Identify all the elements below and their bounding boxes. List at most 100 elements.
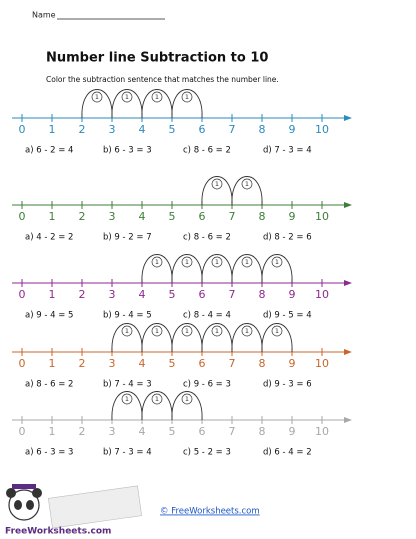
number-label: 10 [315,210,329,223]
hop-arc [81,89,113,119]
title: Number line Subtraction to 10 [46,51,268,66]
hop-circle [181,256,193,268]
number-label: 1 [49,357,56,370]
hop-circle [211,325,223,337]
number-label: 10 [315,425,329,438]
number-label: 6 [199,425,206,438]
number-label: 4 [139,123,146,136]
number-label: 8 [259,425,266,438]
number-label: 0 [19,123,26,136]
hop-label: 1 [185,395,189,403]
answer-option: b) 7 - 4 = 3 [103,380,152,390]
panda-eye [14,500,22,510]
hop-arc [141,89,173,119]
panda-eye [26,500,34,510]
number-label: 5 [169,123,176,136]
arrow-head [344,280,352,286]
hop-circle [241,325,253,337]
hop-arc [141,323,173,353]
number-label: 0 [19,357,26,370]
hop-label: 1 [185,327,189,335]
number-label: 3 [109,210,116,223]
hop-circle [121,325,133,337]
number-label: 10 [315,288,329,301]
logo-text: FreeWorksheets.com [5,527,111,537]
hop-circle [271,325,283,337]
answer-option: d) 6 - 4 = 2 [263,448,312,458]
number-label: 6 [199,357,206,370]
arrow-head [344,115,352,121]
hop-arc [261,254,293,284]
number-label: 8 [259,210,266,223]
number-label: 7 [229,210,236,223]
number-label: 8 [259,357,266,370]
number-label: 1 [49,123,56,136]
hop-arc [231,254,263,284]
logo-sheets [48,485,142,529]
number-label: 0 [19,425,26,438]
answer-option: a) 4 - 2 = 2 [25,233,73,243]
number-label: 3 [109,425,116,438]
answer-option: c) 8 - 6 = 2 [183,233,231,243]
hop-arc [111,89,143,119]
number-label: 3 [109,288,116,301]
answer-option: b) 7 - 3 = 4 [103,448,152,458]
number-label: 7 [229,425,236,438]
number-label: 5 [169,210,176,223]
hop-circle [121,393,133,405]
answer-option: c) 8 - 4 = 4 [183,311,231,321]
number-label: 1 [49,288,56,301]
hop-arc [111,391,143,421]
hop-arc [201,254,233,284]
hop-label: 1 [245,327,249,335]
answer-option: c) 9 - 6 = 3 [183,380,231,390]
hop-circle [271,256,283,268]
number-label: 4 [139,288,146,301]
hop-circle [181,91,193,103]
instruction: Color the subtraction sentence that matc… [46,75,279,84]
answer-option: a) 8 - 6 = 2 [25,380,73,390]
answer-option: a) 6 - 3 = 3 [25,448,73,458]
number-label: 9 [289,425,296,438]
answer-option: a) 9 - 4 = 5 [25,311,73,321]
answer-option: b) 9 - 2 = 7 [103,233,152,243]
hop-circle [241,178,253,190]
graduation-cap [12,484,36,489]
number-label: 3 [109,123,116,136]
number-label: 9 [289,357,296,370]
panda-ear [32,488,42,498]
panda-ear [6,488,16,498]
hop-label: 1 [125,93,129,101]
hop-label: 1 [275,258,279,266]
answer-option: d) 7 - 3 = 4 [263,146,312,156]
number-label: 2 [79,357,86,370]
number-label: 2 [79,425,86,438]
hop-label: 1 [215,180,219,188]
number-label: 0 [19,210,26,223]
hop-label: 1 [275,327,279,335]
hop-label: 1 [185,258,189,266]
arrow-head [344,202,352,208]
hop-label: 1 [155,258,159,266]
number-label: 7 [229,288,236,301]
copyright[interactable]: © FreeWorksheets.com [160,507,260,517]
number-label: 5 [169,425,176,438]
number-label: 4 [139,210,146,223]
hop-arc [171,323,203,353]
hop-arc [171,254,203,284]
answer-option: d) 9 - 3 = 6 [263,380,312,390]
panda-face [8,489,40,521]
hop-circle [181,325,193,337]
arrow-head [344,349,352,355]
number-label: 1 [49,425,56,438]
hop-label: 1 [155,93,159,101]
answer-option: a) 6 - 2 = 4 [25,146,73,156]
hop-arc [231,323,263,353]
hop-circle [211,178,223,190]
hop-circle [151,325,163,337]
hop-arc [201,323,233,353]
number-label: 9 [289,123,296,136]
logo: FreeWorksheets.com [5,484,142,537]
hop-label: 1 [95,93,99,101]
